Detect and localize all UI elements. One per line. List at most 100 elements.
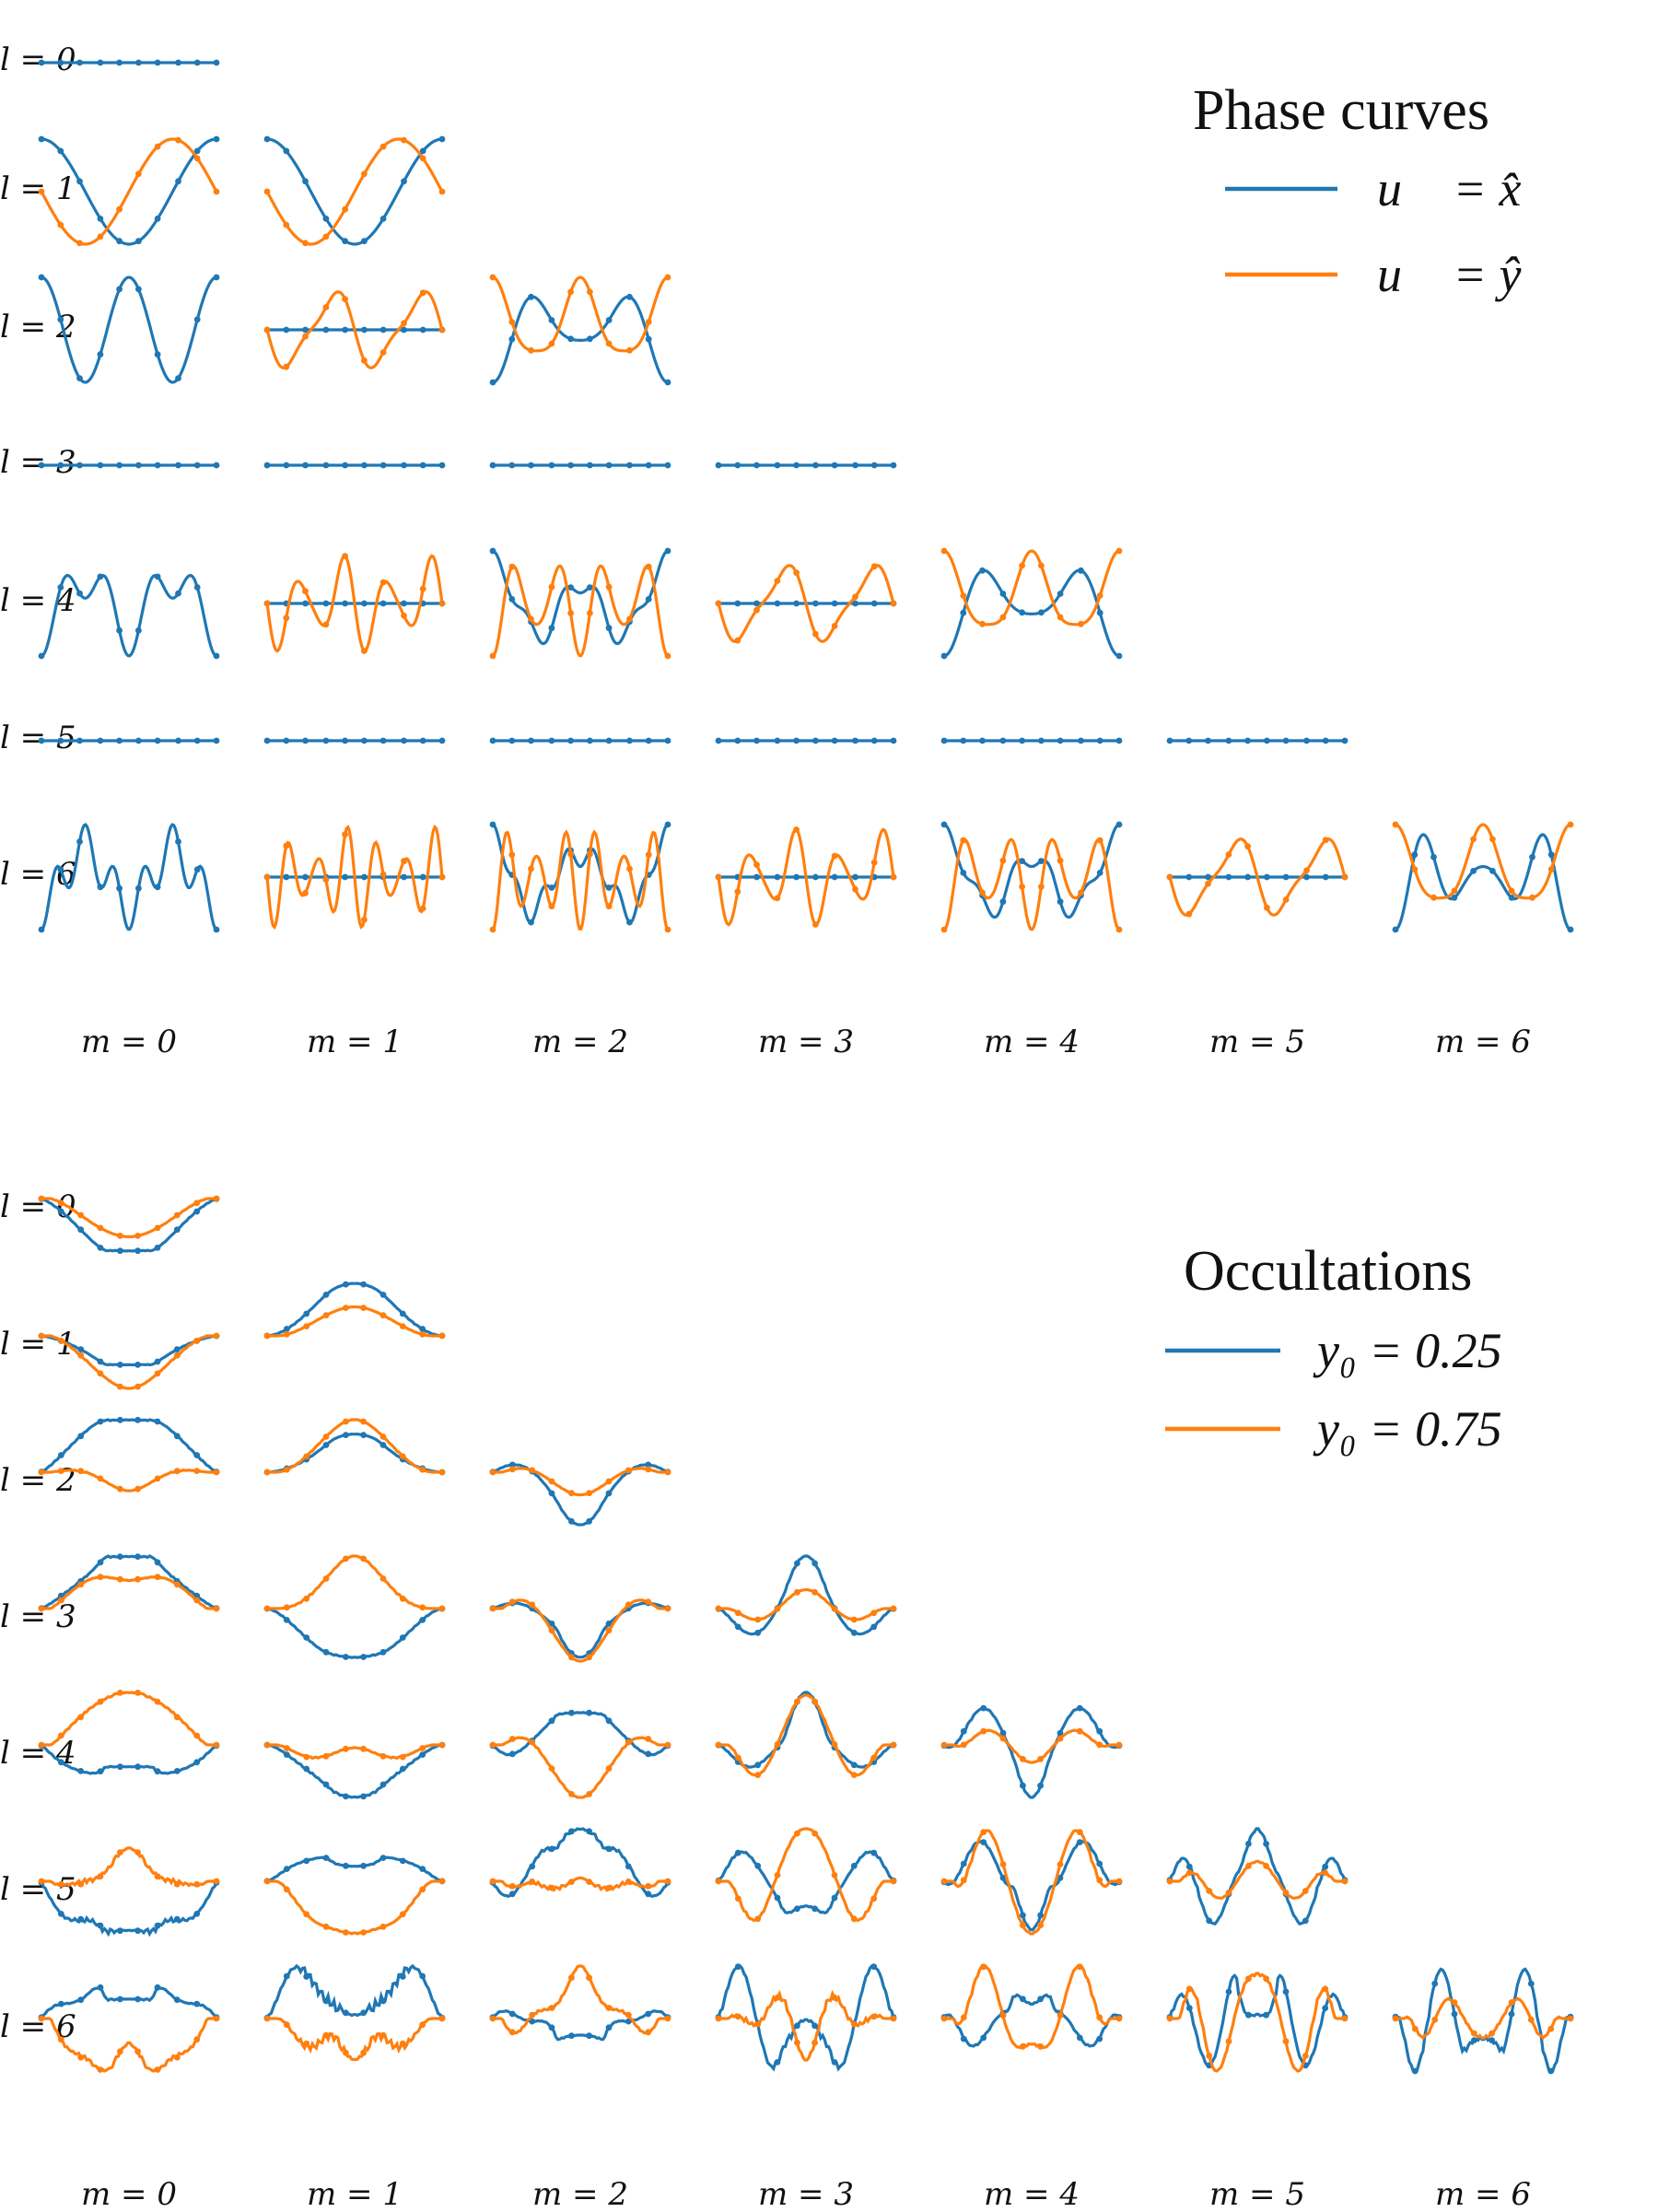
phase-curve-blue-marker	[1166, 737, 1173, 744]
phase-curve-blue-marker	[193, 462, 201, 469]
phase-curve-blue-marker	[831, 737, 838, 744]
occ-curve-blue-marker	[586, 1828, 592, 1835]
phase-curve-blue-marker	[116, 737, 123, 744]
occ-curve-orange-marker	[586, 1654, 592, 1661]
occ-curve-orange-marker	[97, 1224, 104, 1232]
phase-curve-blue-marker	[940, 737, 948, 744]
phase-curve-orange-marker	[76, 240, 83, 247]
occ-curve-orange-marker	[38, 1332, 45, 1340]
occ-cell-l6-m4	[940, 1963, 1123, 2050]
phase-cell-l4-m0	[38, 573, 220, 660]
phase-curve-orange-marker	[645, 319, 652, 325]
occ-curve-orange-marker	[586, 1878, 592, 1885]
phase-curve-blue-marker	[342, 873, 348, 881]
occ-curve-orange-line	[944, 1964, 1119, 2050]
phase-curve-blue-marker	[302, 600, 309, 607]
phase-curve-blue-marker	[812, 737, 819, 744]
phase-curve-orange-marker	[999, 614, 1007, 621]
phase-curve-orange-marker	[1244, 843, 1251, 850]
phase-curve-blue-marker	[1264, 873, 1270, 881]
phase-curve-blue-marker	[193, 147, 201, 155]
col-label: m = 4	[984, 1024, 1080, 1060]
occ-curve-orange-marker	[343, 2049, 349, 2056]
phase-curve-orange-marker	[567, 610, 574, 616]
occ-curve-blue-marker	[1020, 1995, 1026, 2003]
phase-curve-orange-marker	[283, 842, 290, 849]
phase-curve-orange-marker	[302, 889, 309, 896]
occ-curve-blue-marker	[850, 1761, 858, 1769]
occ-curve-orange-line	[493, 1598, 668, 1663]
occ-curve-blue-marker	[999, 1729, 1007, 1737]
phase-curve-blue-marker	[567, 335, 574, 343]
occ-curve-orange-marker	[322, 1434, 330, 1440]
phase-curve-blue-line	[41, 573, 217, 658]
phase-curve-blue-marker	[263, 737, 271, 744]
phase-curve-blue-line	[492, 549, 669, 646]
occ-curve-orange-marker	[664, 1469, 671, 1476]
occ-curve-blue-marker	[360, 1862, 367, 1869]
occ-curve-blue-line	[40, 1881, 218, 1937]
occ-curve-orange-marker	[1225, 2038, 1232, 2045]
occ-curve-orange-marker	[213, 1741, 220, 1749]
occ-curve-blue-marker	[980, 1839, 987, 1845]
occ-curve-orange-marker	[831, 1872, 838, 1878]
occ-curve-orange-marker	[980, 1829, 987, 1836]
phase-curve-orange-line	[491, 564, 670, 658]
phase-curve-blue-marker	[645, 462, 652, 469]
phase-curve-orange-marker	[361, 170, 368, 178]
occ-curve-blue-marker	[97, 1418, 104, 1425]
phase-curve-blue-marker	[379, 600, 387, 607]
occ-curve-blue-marker	[1547, 2067, 1555, 2075]
occ-curve-orange-marker	[263, 1469, 271, 1476]
occ-curve-orange-marker	[303, 1453, 310, 1460]
occ-curve-orange-line	[718, 1693, 893, 1777]
phase-curve-orange-marker	[116, 205, 123, 213]
phase-curve-orange-marker	[361, 916, 368, 923]
phase-curve-blue-marker	[342, 737, 348, 744]
phase-curve-orange-marker	[1057, 857, 1064, 864]
phase-curve-orange-marker	[626, 865, 633, 872]
phase-curve-orange-line	[265, 554, 444, 653]
occ-curve-orange-marker	[322, 2031, 330, 2039]
phase-curve-blue-marker	[1019, 609, 1025, 616]
occ-curve-blue-marker	[193, 2000, 201, 2007]
occ-curve-orange-marker	[489, 1469, 496, 1476]
occ-curve-blue-line	[1168, 1973, 1347, 2067]
phase-cell-l5-m5	[1166, 737, 1349, 744]
phase-curve-orange-marker	[419, 289, 426, 297]
occ-curve-orange-marker	[283, 1330, 290, 1338]
occ-curve-orange-marker	[438, 1605, 446, 1612]
phase-curve-blue-marker	[1411, 851, 1419, 859]
phase-curve-blue-marker	[548, 884, 555, 891]
phase-curve-orange-marker	[1038, 562, 1045, 569]
occ-curve-blue-line	[943, 1840, 1120, 1932]
occ-curve-blue-marker	[134, 1763, 142, 1771]
row-label: l = 6	[0, 2008, 76, 2045]
phase-curve-blue-marker	[489, 821, 496, 828]
phase-curve-orange-marker	[567, 288, 574, 296]
phase-curve-orange-marker	[664, 652, 671, 660]
phase-curve-blue-marker	[379, 216, 387, 222]
occ-curve-orange-marker	[568, 1974, 575, 1982]
occ-curve-orange-marker	[1451, 1999, 1458, 2006]
occ-curve-orange-marker	[322, 1752, 330, 1760]
phase-cell-l4-m2	[489, 547, 671, 660]
phase-curve-blue-marker	[154, 573, 161, 580]
phase-curve-orange-marker	[401, 612, 407, 619]
occ-curve-orange-marker	[870, 1895, 878, 1902]
occ-curve-orange-marker	[774, 1741, 781, 1748]
occ-curve-orange-marker	[173, 1468, 181, 1475]
occ-curve-orange-marker	[116, 1690, 123, 1696]
occ-curve-orange-marker	[77, 1468, 85, 1475]
occ-curve-orange-marker	[57, 1732, 64, 1739]
occ-curve-blue-marker	[794, 2022, 800, 2030]
phase-curve-orange-marker	[548, 583, 555, 591]
phase-curve-orange-marker	[263, 600, 271, 607]
occ-curve-blue-line	[942, 1993, 1121, 2048]
occ-cell-l2-m2	[489, 1461, 671, 1527]
occ-curve-blue-marker	[322, 1855, 330, 1861]
phase-curve-orange-marker	[438, 600, 446, 607]
occ-cell-l6-m2	[489, 1964, 671, 2042]
occ-curve-blue-marker	[360, 1654, 367, 1660]
phase-curve-orange-marker	[1411, 866, 1419, 872]
